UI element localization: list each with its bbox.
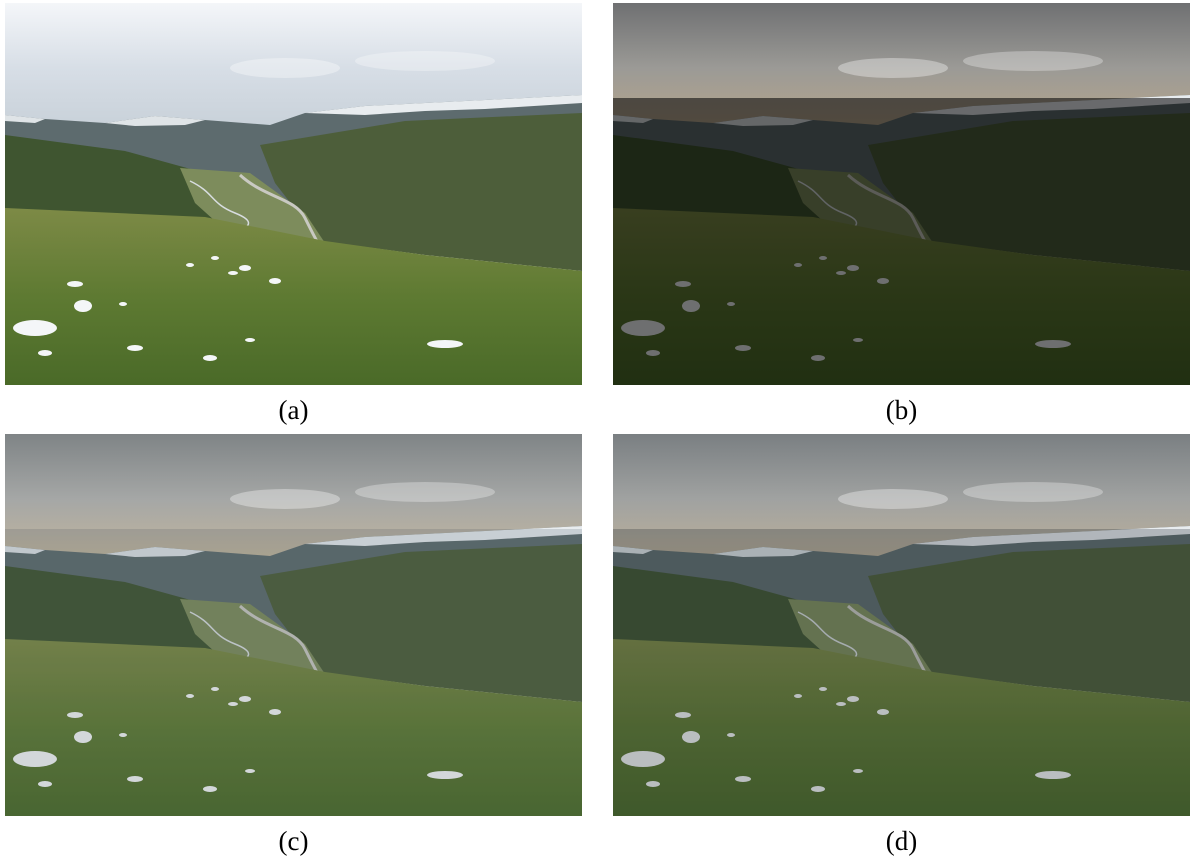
panel: (d): [613, 434, 1190, 857]
cloud: [838, 58, 948, 78]
snow-patch: [74, 300, 92, 312]
cloud: [963, 51, 1103, 71]
caption: (b): [613, 395, 1190, 426]
snow-patch: [239, 265, 251, 271]
snow-patch: [67, 281, 83, 287]
panel: (b): [613, 3, 1190, 426]
snow-patch: [427, 340, 463, 348]
figure: (a) (b) (c) (d): [0, 0, 1193, 865]
snow-patch: [186, 263, 194, 267]
cloud: [230, 58, 340, 78]
cloud: [230, 489, 340, 509]
shade: [613, 529, 1190, 816]
snow-patch: [211, 256, 219, 260]
caption: (d): [613, 826, 1190, 857]
snow-patch: [269, 278, 281, 284]
snow-patch: [13, 320, 57, 336]
photo: [5, 3, 582, 385]
snow-patch: [127, 345, 143, 351]
shade: [613, 98, 1190, 385]
snow-patch: [119, 302, 127, 306]
snow-patch: [245, 338, 255, 342]
panel: (c): [5, 434, 582, 857]
snow-patch: [38, 350, 52, 356]
cloud: [355, 51, 495, 71]
snow-patch: [203, 355, 217, 361]
snow-patch: [228, 271, 238, 275]
caption: (a): [5, 395, 582, 426]
cloud: [838, 489, 948, 509]
cloud: [355, 482, 495, 502]
photo: [613, 3, 1190, 385]
shade: [5, 529, 582, 816]
photo: [5, 434, 582, 816]
caption: (c): [5, 826, 582, 857]
cloud: [963, 482, 1103, 502]
panel: (a): [5, 3, 582, 426]
photo: [613, 434, 1190, 816]
